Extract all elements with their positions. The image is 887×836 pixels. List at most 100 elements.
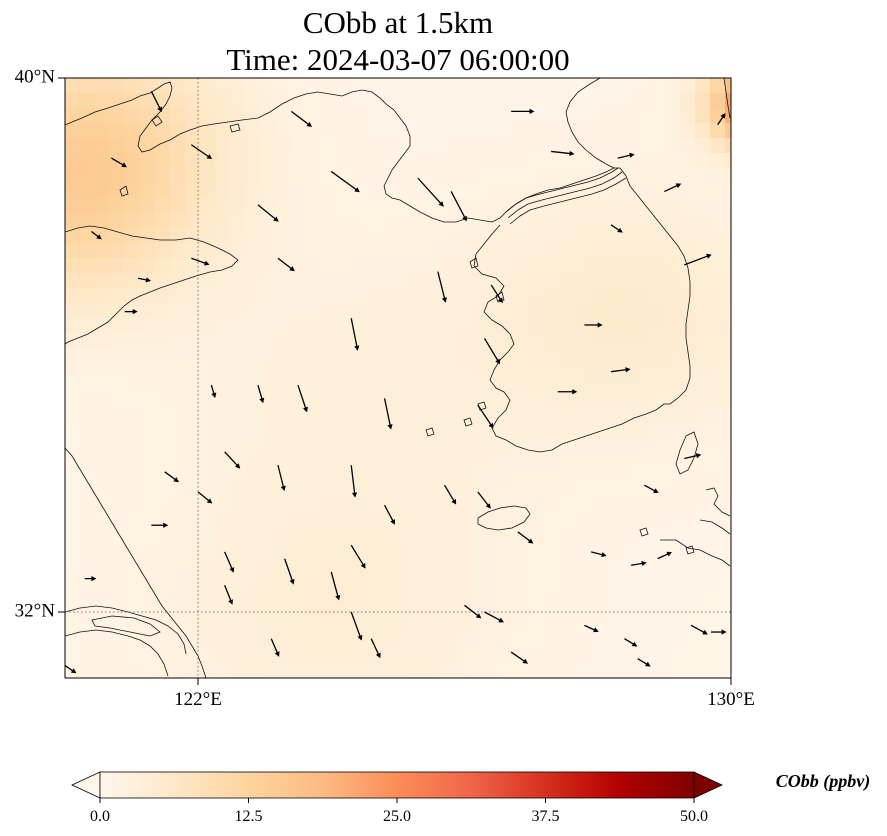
field-cell (620, 288, 636, 304)
field-cell (710, 153, 726, 169)
field-cell (80, 288, 96, 304)
field-cell (260, 138, 276, 154)
field-cell (470, 348, 486, 364)
field-cell (290, 333, 306, 349)
field-cell (620, 588, 636, 604)
field-cell (515, 213, 531, 229)
field-cell (110, 408, 126, 424)
field-cell (185, 288, 201, 304)
field-cell (200, 303, 216, 319)
field-cell (260, 273, 276, 289)
field-cell (365, 393, 381, 409)
field-cell (695, 183, 711, 199)
field-cell (230, 318, 246, 334)
field-cell (380, 318, 396, 334)
field-cell (620, 213, 636, 229)
field-cell (635, 198, 651, 214)
field-cell (275, 273, 291, 289)
wind-arrow (624, 638, 638, 647)
field-cell (275, 453, 291, 469)
field-cell (380, 483, 396, 499)
field-cell (320, 408, 336, 424)
field-cell (260, 663, 276, 678)
field-cell (440, 243, 456, 259)
field-cell (695, 648, 711, 664)
field-cell (230, 78, 246, 94)
field-cell (320, 648, 336, 664)
field-cell (545, 498, 561, 514)
field-cell (560, 513, 576, 529)
field-cell (530, 468, 546, 484)
field-cell (545, 393, 561, 409)
field-cell (560, 363, 576, 379)
field-cell (620, 243, 636, 259)
field-cell (95, 78, 111, 94)
field-cell (80, 258, 96, 274)
field-cell (110, 543, 126, 559)
field-cell (410, 318, 426, 334)
field-cell (260, 618, 276, 634)
field-cell (170, 558, 186, 574)
field-cell (320, 558, 336, 574)
field-cell (200, 333, 216, 349)
field-cell (140, 438, 156, 454)
y-tick-label-40: 40°N (15, 66, 56, 87)
field-cell (260, 603, 276, 619)
field-cell (650, 168, 666, 184)
field-cell (200, 363, 216, 379)
field-cell (380, 78, 396, 94)
field-cell (500, 483, 516, 499)
field-cell (65, 558, 81, 574)
field-cell (545, 348, 561, 364)
field-cell (305, 393, 321, 409)
field-cell (230, 288, 246, 304)
field-cell (65, 498, 81, 514)
field-cell (515, 138, 531, 154)
field-cell (680, 483, 696, 499)
field-cell (155, 183, 171, 199)
wind-arrow (590, 551, 607, 558)
field-cell (260, 183, 276, 199)
colorbar-tick-label: 0.0 (90, 808, 110, 825)
field-cell (215, 198, 231, 214)
field-cell (155, 288, 171, 304)
field-cell (80, 558, 96, 574)
field-cell (110, 108, 126, 124)
field-cell (260, 528, 276, 544)
field-cell (170, 333, 186, 349)
field-cell (155, 573, 171, 589)
field-cell (305, 93, 321, 109)
field-cell (350, 333, 366, 349)
field-cell (335, 423, 351, 439)
field-cell (380, 273, 396, 289)
field-cell (395, 183, 411, 199)
field-cell (95, 123, 111, 139)
field-cell (215, 183, 231, 199)
field-cell (455, 558, 471, 574)
field-cell (620, 543, 636, 559)
field-cell (455, 198, 471, 214)
field-cell (425, 438, 441, 454)
field-cell (215, 423, 231, 439)
field-cell (545, 618, 561, 634)
field-cell (425, 213, 441, 229)
field-cell (185, 468, 201, 484)
field-cell (650, 258, 666, 274)
field-cell (260, 228, 276, 244)
field-cell (545, 333, 561, 349)
field-cell (425, 168, 441, 184)
field-cell (620, 438, 636, 454)
field-cell (635, 108, 651, 124)
field-cell (620, 603, 636, 619)
field-cell (560, 303, 576, 319)
field-cell (110, 513, 126, 529)
field-cell (425, 408, 441, 424)
field-cell (545, 318, 561, 334)
field-cell (260, 213, 276, 229)
field-cell (545, 423, 561, 439)
field-cell (110, 348, 126, 364)
field-cell (560, 273, 576, 289)
field-cell (95, 378, 111, 394)
field-cell (275, 123, 291, 139)
wind-arrow (517, 531, 534, 544)
